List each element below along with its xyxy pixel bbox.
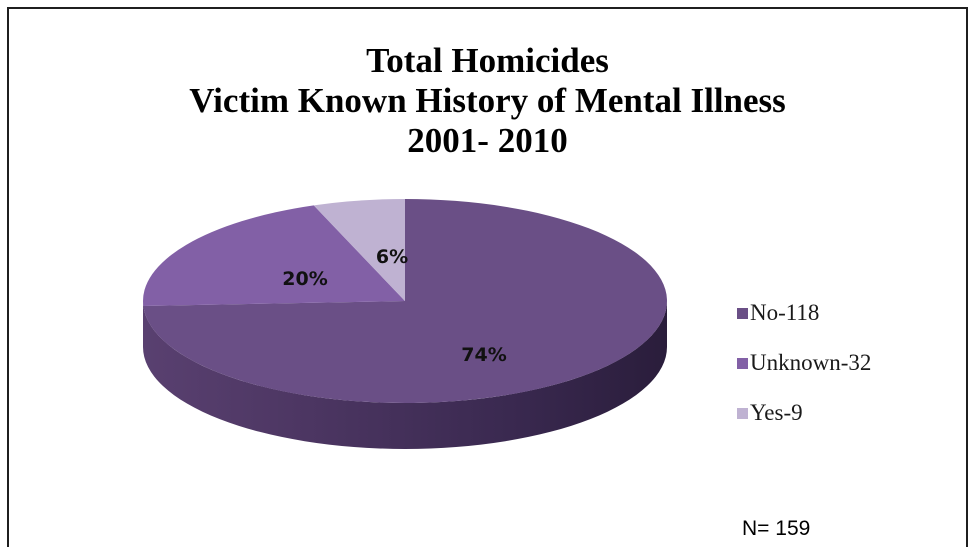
legend-swatch-unknown [737,357,748,369]
pie-slice-unknown [142,205,405,307]
legend-swatch-yes [737,407,748,419]
chart-title-line-1: Total Homicides [366,41,609,80]
chart-title-line-3: 2001- 2010 [407,121,568,160]
legend-item-unknown: Unknown-32 [737,349,871,377]
pie-slice-yes [313,199,405,301]
legend-label-unknown: Unknown-32 [750,350,872,375]
chart-title-line-2: Victim Known History of Mental Illness [189,81,786,120]
data-label-unknown: 20% [282,268,327,290]
sample-size-note: N= 159 [742,517,811,540]
legend: No-118 Unknown-32 Yes-9 [737,299,871,449]
legend-swatch-no [737,307,748,319]
legend-label-yes: Yes-9 [750,400,803,425]
pie-side-wall [143,301,667,449]
pie-chart: 74% 20% 6% [142,199,667,449]
data-label-yes: 6% [376,246,408,268]
legend-label-no: No-118 [750,300,820,325]
chart-frame: Total Homicides Victim Known History of … [7,7,968,547]
legend-item-no: No-118 [737,299,871,327]
pie-slice-no [143,199,667,403]
legend-item-yes: Yes-9 [737,399,871,427]
data-label-no: 74% [461,344,506,366]
chart-title: Total Homicides Victim Known History of … [9,41,966,161]
pie-layer: 74% 20% 6% [142,199,667,449]
